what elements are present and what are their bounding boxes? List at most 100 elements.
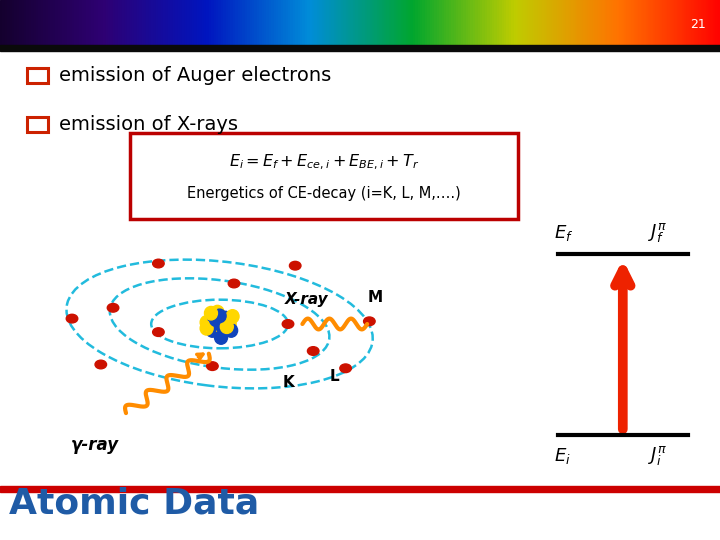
Bar xyxy=(144,0,146,49)
Bar xyxy=(689,0,691,49)
Bar xyxy=(564,0,567,49)
Bar xyxy=(590,0,593,49)
Bar xyxy=(55,0,58,49)
Bar xyxy=(451,0,454,49)
Bar xyxy=(605,0,607,49)
Bar xyxy=(209,0,211,49)
Bar xyxy=(211,0,214,49)
Bar xyxy=(629,0,631,49)
Bar xyxy=(27,68,48,83)
Text: M: M xyxy=(367,289,382,305)
Bar xyxy=(29,0,31,49)
Bar xyxy=(70,0,72,49)
Bar xyxy=(643,0,646,49)
Text: L: L xyxy=(330,369,339,384)
Ellipse shape xyxy=(213,317,226,330)
Bar xyxy=(346,0,348,49)
Bar xyxy=(341,0,343,49)
Bar xyxy=(425,0,427,49)
Bar xyxy=(271,0,274,49)
Bar xyxy=(173,0,175,49)
Text: Atomic Data: Atomic Data xyxy=(9,487,259,520)
Bar xyxy=(403,0,405,49)
Bar xyxy=(686,0,689,49)
Bar xyxy=(343,0,346,49)
Bar xyxy=(418,0,420,49)
Bar xyxy=(526,0,528,49)
Bar xyxy=(413,0,415,49)
Bar xyxy=(300,0,302,49)
Bar xyxy=(636,0,639,49)
Bar xyxy=(319,0,322,49)
Bar xyxy=(228,0,230,49)
Bar xyxy=(137,0,139,49)
Bar xyxy=(161,0,163,49)
Bar xyxy=(310,0,312,49)
Bar xyxy=(708,0,711,49)
Bar xyxy=(499,0,502,49)
Bar xyxy=(302,0,305,49)
Bar xyxy=(610,0,612,49)
Bar xyxy=(146,0,149,49)
Circle shape xyxy=(289,261,301,270)
Bar xyxy=(288,0,290,49)
Bar xyxy=(598,0,600,49)
Bar xyxy=(99,0,101,49)
Text: K: K xyxy=(282,375,294,390)
Bar xyxy=(243,0,245,49)
Bar xyxy=(387,0,389,49)
Bar xyxy=(434,0,437,49)
Text: $E_i = E_f + E_{ce,i} + E_{BE,i} + T_r$: $E_i = E_f + E_{ce,i} + E_{BE,i} + T_r$ xyxy=(229,152,419,172)
Bar xyxy=(427,0,430,49)
Bar xyxy=(252,0,254,49)
Bar xyxy=(459,0,461,49)
Bar xyxy=(79,0,81,49)
Bar xyxy=(492,0,495,49)
Bar xyxy=(562,0,564,49)
Circle shape xyxy=(364,317,375,326)
Bar xyxy=(247,0,250,49)
Bar xyxy=(91,0,94,49)
Bar xyxy=(204,0,207,49)
Bar xyxy=(9,0,12,49)
Bar xyxy=(446,0,449,49)
Bar xyxy=(276,0,279,49)
Bar xyxy=(77,0,79,49)
Bar xyxy=(538,0,540,49)
Bar xyxy=(283,0,286,49)
Bar xyxy=(185,0,187,49)
Bar xyxy=(439,0,441,49)
Bar xyxy=(106,0,108,49)
Bar xyxy=(254,0,257,49)
Bar xyxy=(96,0,99,49)
Ellipse shape xyxy=(223,317,236,330)
Bar xyxy=(684,0,686,49)
Bar xyxy=(430,0,432,49)
Bar xyxy=(475,0,477,49)
Bar xyxy=(312,0,315,49)
Ellipse shape xyxy=(204,306,217,320)
Bar xyxy=(67,0,70,49)
Bar xyxy=(372,0,374,49)
Bar xyxy=(113,0,115,49)
Bar xyxy=(45,0,48,49)
Bar xyxy=(389,0,391,49)
Bar xyxy=(81,0,84,49)
Bar xyxy=(607,0,610,49)
Bar xyxy=(84,0,86,49)
Bar xyxy=(331,0,333,49)
Bar xyxy=(511,0,513,49)
Bar xyxy=(675,0,677,49)
Bar xyxy=(171,0,173,49)
Bar xyxy=(449,0,451,49)
Bar xyxy=(410,0,413,49)
Bar xyxy=(74,0,77,49)
Bar xyxy=(31,0,34,49)
Bar xyxy=(660,0,662,49)
Bar xyxy=(151,0,153,49)
Bar xyxy=(470,0,473,49)
Bar xyxy=(617,0,619,49)
Bar xyxy=(130,0,132,49)
Bar xyxy=(27,0,29,49)
Bar xyxy=(175,0,178,49)
